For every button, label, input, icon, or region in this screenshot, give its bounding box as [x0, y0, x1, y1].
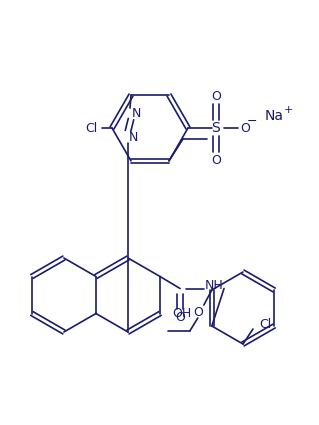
Text: N: N: [128, 130, 138, 144]
Text: Cl: Cl: [259, 317, 271, 331]
Text: Na: Na: [264, 109, 284, 123]
Text: +: +: [283, 105, 293, 115]
Text: S: S: [211, 121, 220, 135]
Text: O: O: [240, 122, 250, 134]
Text: O: O: [175, 311, 185, 324]
Text: O: O: [193, 306, 203, 320]
Text: Cl: Cl: [85, 122, 97, 134]
Text: NH: NH: [205, 279, 223, 292]
Text: O: O: [211, 90, 221, 102]
Text: OH: OH: [172, 307, 192, 320]
Text: −: −: [247, 114, 257, 127]
Text: O: O: [211, 153, 221, 167]
Text: N: N: [131, 107, 141, 119]
